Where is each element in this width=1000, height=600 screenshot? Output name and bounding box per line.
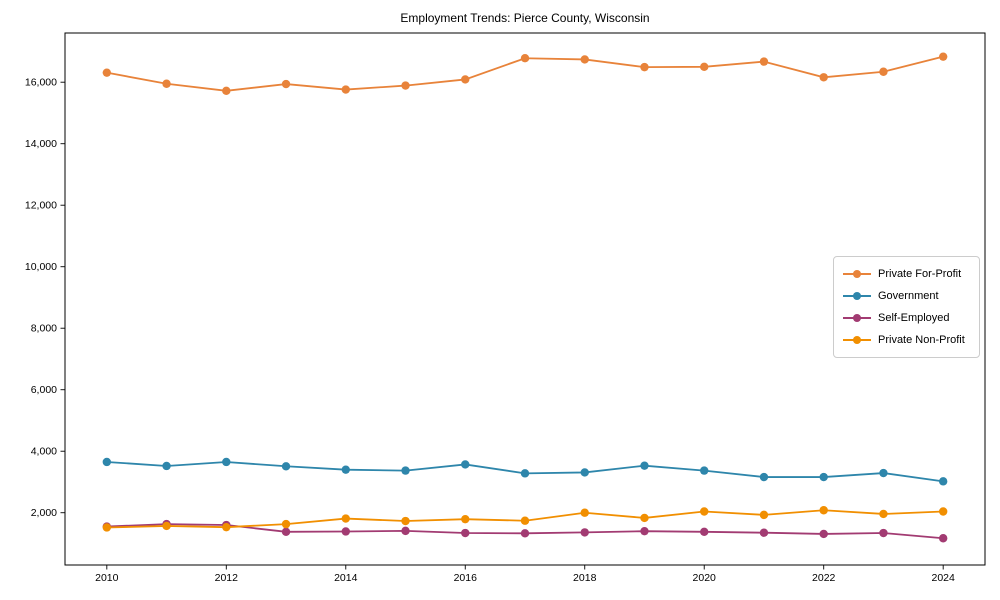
y-tick-label: 14,000 <box>25 138 57 150</box>
data-point-self-employed-2019 <box>640 526 649 536</box>
data-point-private-for-profit-2016 <box>461 75 470 84</box>
data-point-private-for-profit-2022 <box>819 73 828 82</box>
data-point-government-2023 <box>879 468 888 478</box>
data-point-private-for-profit-2024 <box>938 52 948 61</box>
data-point-private-for-profit-2020 <box>700 62 709 72</box>
plot-frame <box>64 32 986 566</box>
data-point-government-2019 <box>640 461 649 470</box>
data-point-self-employed-2013 <box>281 527 291 536</box>
data-point-government-2016 <box>461 460 470 469</box>
data-point-private-non-profit-2014 <box>341 514 350 523</box>
data-point-private-non-profit-2016 <box>461 514 470 524</box>
data-point-government-2024 <box>938 477 948 486</box>
data-point-government-2014 <box>341 465 350 474</box>
legend-marker-icon <box>843 291 871 301</box>
legend-marker-icon <box>843 269 871 279</box>
data-point-private-non-profit-2019 <box>640 513 649 523</box>
x-tick-label: 2010 <box>95 572 119 584</box>
y-tick-label: 2,000 <box>31 507 57 519</box>
legend-item-government: Government <box>843 285 971 307</box>
data-point-private-for-profit-2023 <box>879 67 888 76</box>
data-point-self-employed-2020 <box>700 527 709 536</box>
data-point-private-for-profit-2011 <box>162 79 171 88</box>
data-point-self-employed-2021 <box>759 528 769 537</box>
legend: Private For-Profit Government Self-Employe… <box>833 256 980 358</box>
data-point-private-non-profit-2024 <box>938 507 948 516</box>
data-point-private-non-profit-2013 <box>281 519 291 529</box>
data-point-self-employed-2018 <box>580 528 589 537</box>
data-point-government-2013 <box>281 462 291 471</box>
legend-label: Private For-Profit <box>878 268 962 280</box>
y-tick-label: 4,000 <box>31 446 57 458</box>
data-point-self-employed-2022 <box>819 529 828 539</box>
legend-marker-icon <box>843 313 871 323</box>
data-point-private-for-profit-2012 <box>222 86 231 96</box>
data-point-private-non-profit-2018 <box>580 508 589 517</box>
data-point-self-employed-2016 <box>461 528 470 538</box>
data-point-government-2011 <box>162 461 171 471</box>
y-tick-label: 6,000 <box>31 384 57 396</box>
data-point-private-for-profit-2017 <box>520 54 530 63</box>
data-point-private-non-profit-2020 <box>700 507 709 516</box>
data-point-self-employed-2024 <box>938 534 948 543</box>
data-point-government-2022 <box>819 472 828 482</box>
y-tick-label: 16,000 <box>25 77 57 89</box>
legend-label: Self-Employed <box>878 312 950 324</box>
x-tick-label: 2024 <box>932 572 956 584</box>
legend-item-private-non-profit: Private Non-Profit <box>843 329 971 351</box>
y-tick-label: 10,000 <box>25 261 57 273</box>
data-point-self-employed-2014 <box>341 527 350 536</box>
data-point-self-employed-2023 <box>879 528 888 538</box>
data-point-private-for-profit-2019 <box>640 62 649 72</box>
plot-area: 2,000 4,000 6,000 8,000 10,000 12,000 14,000 16… <box>25 32 986 584</box>
data-point-private-for-profit-2010 <box>102 68 112 77</box>
data-point-private-non-profit-2022 <box>819 506 828 515</box>
data-point-self-employed-2015 <box>401 526 410 536</box>
data-point-government-2021 <box>759 472 769 482</box>
legend-label: Government <box>878 290 939 302</box>
x-tick-label: 2014 <box>334 572 358 584</box>
data-point-private-for-profit-2015 <box>401 81 410 90</box>
data-point-self-employed-2017 <box>520 529 530 538</box>
x-tick-label: 2022 <box>812 572 836 584</box>
x-tick-label: 2020 <box>693 572 717 584</box>
x-tick-label: 2018 <box>573 572 597 584</box>
legend-marker-icon <box>843 335 871 345</box>
data-point-private-non-profit-2023 <box>879 509 888 519</box>
data-point-private-for-profit-2013 <box>281 79 291 89</box>
data-point-government-2015 <box>401 466 410 475</box>
data-point-private-non-profit-2010 <box>102 523 112 532</box>
data-point-government-2018 <box>580 468 589 477</box>
data-point-private-for-profit-2014 <box>341 85 350 94</box>
data-point-private-for-profit-2021 <box>759 57 769 66</box>
data-point-private-non-profit-2012 <box>222 522 231 532</box>
chart-title: Employment Trends: Pierce County, Wiscon… <box>400 11 649 25</box>
legend-item-self-employed: Self-Employed <box>843 307 971 329</box>
y-tick-label: 8,000 <box>31 323 57 335</box>
legend-label: Private Non-Profit <box>878 334 965 346</box>
data-point-government-2012 <box>222 457 231 467</box>
data-point-government-2020 <box>700 466 709 475</box>
x-tick-label: 2016 <box>454 572 478 584</box>
data-point-private-non-profit-2021 <box>759 510 769 520</box>
data-point-government-2017 <box>520 469 530 478</box>
data-point-private-non-profit-2015 <box>401 516 410 526</box>
data-point-government-2010 <box>102 457 112 467</box>
x-tick-label: 2012 <box>215 572 239 584</box>
y-tick-label: 12,000 <box>25 200 57 212</box>
data-point-private-non-profit-2017 <box>520 516 530 525</box>
legend-item-private-for-profit: Private For-Profit <box>843 263 971 285</box>
data-point-private-non-profit-2011 <box>162 521 171 531</box>
data-point-private-for-profit-2018 <box>580 55 589 64</box>
